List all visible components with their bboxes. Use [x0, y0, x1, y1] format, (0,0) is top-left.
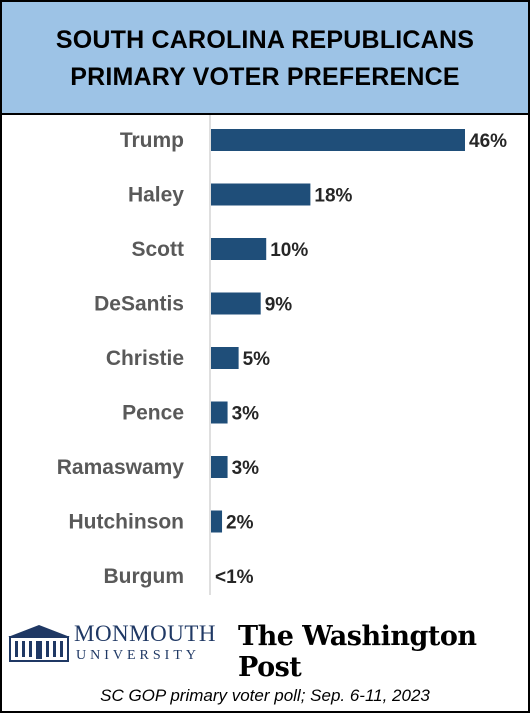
category-label: Haley [128, 184, 184, 207]
category-label: Christie [106, 347, 184, 370]
chart-header: SOUTH CAROLINA REPUBLICANS PRIMARY VOTER… [2, 2, 528, 115]
bar [211, 347, 239, 369]
bar [211, 129, 465, 151]
data-label: 18% [314, 186, 352, 207]
bar [211, 456, 228, 478]
category-label: Scott [132, 238, 185, 261]
data-label: 10% [270, 240, 308, 261]
data-label: 46% [469, 131, 507, 152]
logos-row: MONMOUTH UNIVERSITY The Washington Post [2, 617, 528, 683]
category-label: Hutchinson [69, 511, 185, 534]
data-label: 3% [232, 458, 260, 479]
data-label: 9% [265, 295, 293, 316]
category-label: Burgum [104, 565, 185, 588]
category-label: Pence [122, 402, 184, 425]
monmouth-building-icon [8, 625, 70, 662]
footnote: SC GOP primary voter poll; Sep. 6-11, 20… [100, 686, 430, 705]
bar [211, 401, 228, 424]
bar [211, 510, 223, 533]
category-label: DeSantis [94, 293, 184, 316]
data-label: 5% [243, 349, 271, 370]
monmouth-university: UNIVERSITY [76, 648, 200, 663]
chart-title-line2: PRIMARY VOTER PREFERENCE [70, 63, 460, 91]
washington-post-logo: The Washington Post [238, 621, 477, 683]
bar-chart: Trump 46% Haley 18% Scott 10% DeSantis 9% Christ… [57, 115, 507, 595]
chart-title-line1: SOUTH CAROLINA REPUBLICANS [55, 26, 475, 54]
bar [211, 183, 311, 206]
bar [211, 238, 267, 260]
monmouth-name: MONMOUTH [74, 621, 216, 646]
category-label: Trump [120, 129, 184, 152]
data-label: <1% [215, 567, 254, 588]
data-label: 2% [226, 513, 254, 534]
bar [211, 292, 261, 315]
data-label: 3% [232, 404, 260, 425]
category-label: Ramaswamy [57, 456, 185, 479]
